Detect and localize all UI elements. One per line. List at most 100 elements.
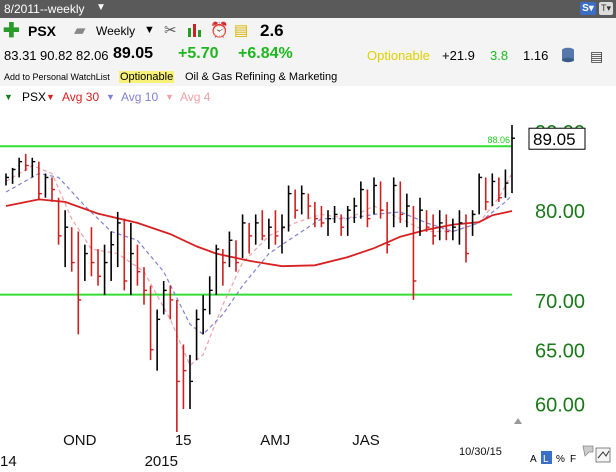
price-bar [189, 354, 193, 410]
price-bar [438, 210, 443, 241]
stat-one: +21.9 [442, 48, 475, 63]
t-button[interactable]: T▾ [599, 2, 613, 15]
price-bar [268, 218, 272, 250]
price-bar [327, 210, 331, 236]
add-watchlist-link[interactable]: Add to Personal WatchList [4, 72, 110, 82]
price-bar [379, 181, 384, 219]
price-bar [511, 125, 515, 194]
rs-value: 2.6 [260, 21, 284, 40]
x-tick-label: AMJ [260, 432, 290, 449]
price-bar [248, 222, 253, 254]
change-value: +5.70 [178, 45, 219, 62]
symbol-toolbar: ✚ PSX ▰ Weekly ▼ ✂ ⏰ ▤ 2.6 [0, 18, 616, 44]
s-button[interactable]: S▾ [580, 2, 596, 15]
period-label: 8/2011--weekly [4, 2, 85, 16]
close-price: 89.05 [113, 45, 154, 62]
price-bar [77, 231, 82, 335]
price-bar [103, 244, 108, 296]
quote-bar: 83.31 90.82 82.06 89.05 +5.70 +6.84% Opt… [0, 44, 616, 68]
price-bar [491, 173, 496, 207]
price-bar [386, 201, 391, 254]
price-bar [392, 177, 397, 228]
price-bar [31, 157, 36, 178]
open-price: 83.31 [4, 48, 37, 63]
x-tick-label: OND [63, 432, 96, 449]
price-bar [169, 285, 174, 320]
legend-avg10-icon[interactable]: ▼ [106, 92, 115, 102]
list-icon[interactable]: ▤ [590, 48, 604, 64]
price-bar [44, 173, 49, 198]
symbol-label[interactable]: PSX [28, 23, 57, 39]
price-bar [399, 181, 404, 223]
database-icon[interactable] [561, 47, 575, 68]
price-bar [143, 267, 147, 305]
price-bar [261, 210, 266, 241]
timeframe-dropdown-icon[interactable]: ▼ [144, 24, 155, 36]
price-bar [228, 231, 233, 268]
last-price-label: 89.05 [533, 130, 576, 149]
price-bar [51, 177, 55, 202]
price-bar [38, 161, 42, 201]
price-bar [294, 189, 299, 219]
price-bar [11, 167, 16, 184]
price-bar [208, 276, 213, 315]
zoom-handle-icon [582, 445, 594, 457]
price-bar [465, 214, 469, 263]
legend-avg4-icon[interactable]: ▼ [165, 92, 174, 102]
legend-symbol[interactable]: PSX [22, 90, 47, 104]
y-tick-label: 70.00 [535, 291, 585, 313]
last-price-box [528, 127, 586, 150]
price-bar [235, 240, 239, 272]
chart-options-icon-glyph [597, 450, 610, 459]
price-bar [5, 173, 9, 186]
price-bar [287, 185, 292, 232]
price-bar [458, 210, 463, 245]
high-price: 90.82 [40, 48, 73, 63]
price-bar [97, 249, 101, 286]
legend-avg30[interactable]: Avg 30 [62, 90, 100, 104]
x-tick-label: JAS [352, 432, 380, 449]
scissors-icon[interactable]: ✂ [164, 22, 177, 39]
price-bar [300, 185, 305, 215]
price-bar [366, 189, 371, 228]
legend-avg10[interactable]: Avg 10 [121, 90, 159, 104]
price-bar [281, 214, 285, 254]
price-bar [136, 244, 141, 286]
y-tick-label: 60.00 [535, 394, 585, 416]
price-bar [445, 214, 450, 241]
optionable-badge: Optionable [119, 71, 175, 83]
optionable-label: Optionable [367, 48, 430, 63]
timeframe-select[interactable]: Weekly [96, 24, 136, 38]
price-bar [182, 344, 187, 410]
price-bar [406, 193, 410, 228]
price-bar [320, 206, 325, 228]
legend-expand-icon[interactable]: ▼ [4, 92, 13, 102]
period-dropdown-icon[interactable]: ▼ [96, 2, 106, 13]
f-button: F [570, 454, 576, 465]
chart-options-icon [595, 447, 611, 463]
price-bar [340, 214, 345, 236]
price-bar [215, 244, 220, 296]
price-bar [18, 157, 23, 178]
y-tick-label: 65.00 [535, 341, 585, 363]
price-bar [353, 197, 358, 223]
alarm-clock-icon[interactable]: ⏰ [210, 22, 229, 39]
price-bar [57, 197, 62, 245]
price-bar [90, 227, 95, 277]
legend-avg30-icon[interactable]: ▼ [46, 92, 55, 102]
note-icon[interactable]: ▤ [234, 22, 249, 39]
chart-legend: ▼ PSX ▼ Avg 30 ▼ Avg 10 ▼ Avg 4 [0, 88, 616, 106]
year-label: 14 [0, 453, 17, 470]
folder-icon[interactable]: ▰ [74, 22, 86, 39]
price-bar [84, 244, 88, 281]
legend-avg4[interactable]: Avg 4 [180, 90, 211, 104]
price-bar [116, 211, 121, 268]
price-bar [110, 231, 115, 281]
info-bar: Add to Personal WatchList Optionable Oil… [0, 68, 616, 86]
price-bar [425, 210, 430, 232]
price-bar [373, 177, 377, 215]
chart-background [0, 106, 616, 446]
price-bar [498, 177, 502, 202]
bar-chart-icon[interactable] [187, 22, 203, 43]
plus-icon[interactable]: ✚ [3, 20, 20, 42]
